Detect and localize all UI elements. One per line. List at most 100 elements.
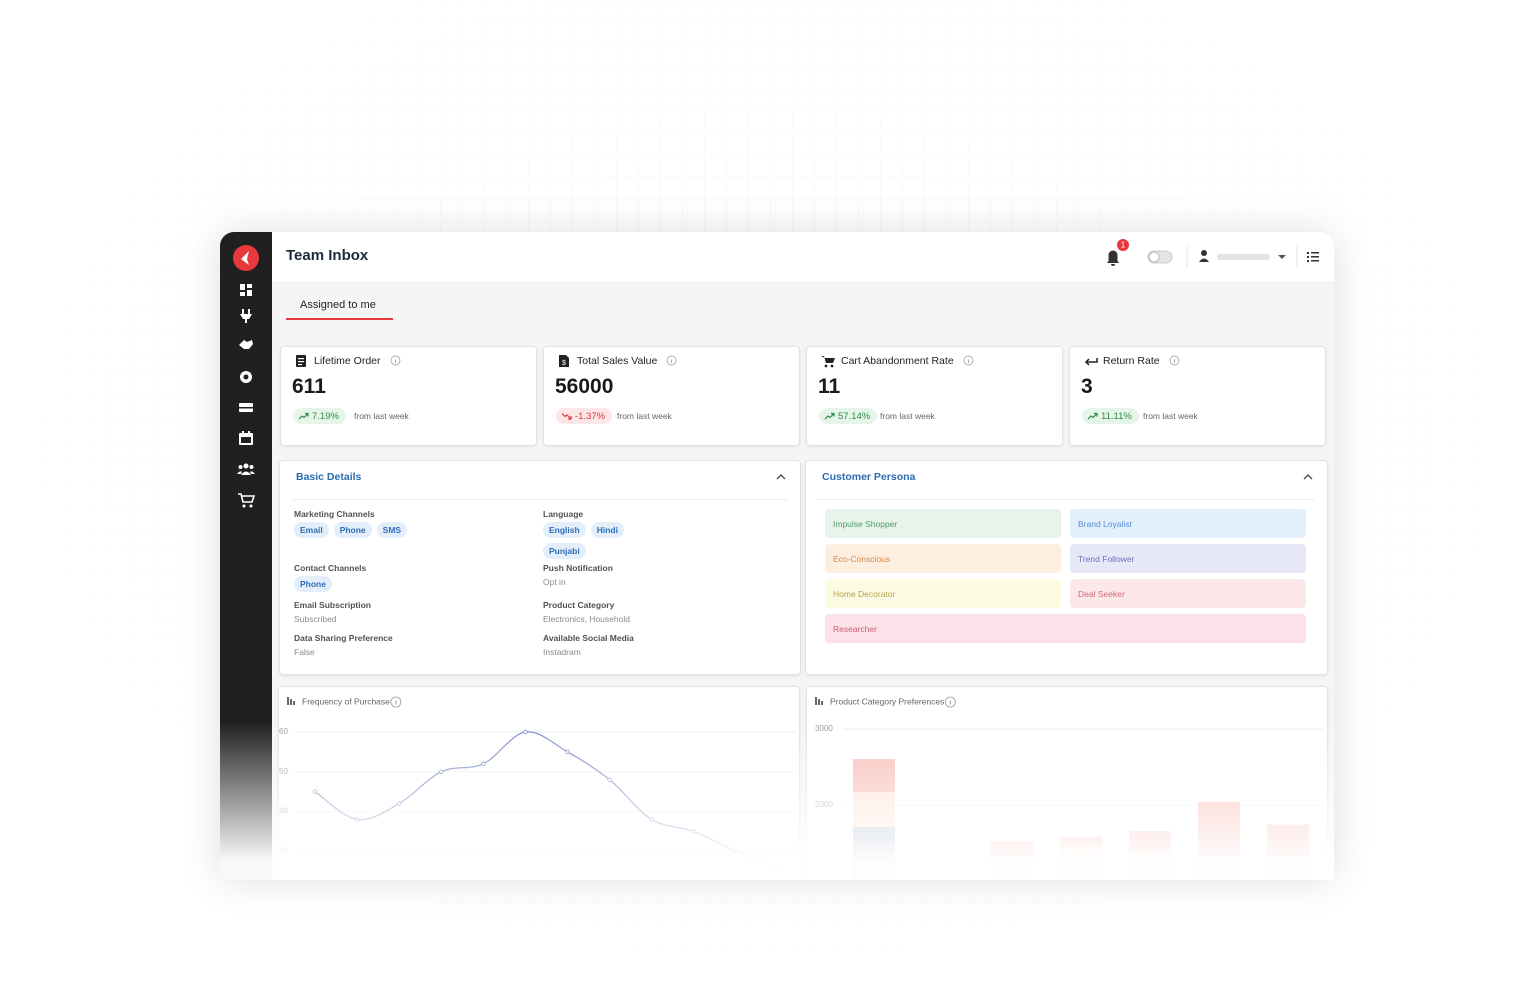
chart: Product Category Preferences 2000 3000 (815, 696, 1323, 880)
point (396, 801, 402, 806)
stat-label: Return Rate (1103, 355, 1160, 367)
chip: Phone (294, 576, 332, 592)
info-circle (666, 355, 677, 366)
line (314, 731, 779, 868)
field-label: Data Sharing Preference (294, 633, 393, 643)
info-mark (949, 700, 951, 705)
info-icon (666, 355, 677, 366)
bell-icon[interactable] (1107, 250, 1119, 267)
field-value: Subscribed (294, 614, 337, 624)
stat-icon (821, 356, 835, 368)
icon-bar (287, 697, 289, 705)
persona-tag: Impulse Shopper (825, 509, 1061, 538)
bar-segment (1060, 846, 1102, 880)
stat-value: 3 (1081, 375, 1093, 398)
point (439, 769, 444, 774)
stat-label: Cart Abandonment Rate (841, 355, 954, 367)
bar-segment (1129, 830, 1171, 854)
chart-title: Frequency of Purchase (302, 696, 390, 706)
info-mark (968, 359, 969, 363)
card-title: Customer Persona (822, 471, 916, 483)
user-name-placeholder[interactable] (1217, 254, 1270, 260)
persona-tag: Home Decorator (825, 579, 1061, 608)
bar-segment (853, 792, 895, 828)
info-icon (1169, 355, 1180, 366)
field-value: False (294, 647, 315, 657)
stat-change: -1.37% (556, 408, 613, 424)
y-tick-label: 50 (279, 767, 288, 776)
app-window: Team Inbox 1 Assigned to me Lifetime Ord… (220, 232, 1334, 880)
field: Data Sharing Preference False (294, 633, 543, 663)
customer-persona-card: Customer Persona Impulse Shopper Brand Lo… (805, 460, 1328, 675)
point (649, 817, 654, 822)
stat-icon (1084, 358, 1098, 366)
info-icon (944, 696, 956, 708)
collapse-icon[interactable] (776, 473, 786, 481)
persona-tag: Eco-Conscious (825, 544, 1061, 573)
icon-bar (821, 701, 823, 705)
info-icon (963, 355, 974, 366)
stat-icon: $ (559, 355, 569, 367)
stat-note: from last week (1143, 411, 1198, 421)
field-label: Available Social Media (543, 633, 634, 643)
info-mark (395, 359, 396, 363)
field: Email Subscription Subscribed (294, 600, 543, 633)
stat-icon (296, 355, 306, 367)
field: Contact Channels Phone (294, 563, 543, 600)
trend-icon (824, 412, 835, 420)
info-circle (390, 355, 401, 366)
field: Push Notification Opt in (543, 563, 783, 600)
sidebar (220, 232, 272, 880)
field-label: Email Subscription (294, 600, 371, 610)
notification-count: 1 (1121, 241, 1126, 250)
collapse-icon[interactable] (1303, 473, 1313, 481)
point (523, 729, 528, 735)
field: Product Category Electronics, Household (543, 600, 783, 633)
field-label: Language (543, 509, 584, 519)
y-tick-label: 2000 (815, 800, 833, 809)
chart-title: Product Category Preferences (830, 696, 944, 706)
bar-segment (853, 759, 895, 793)
point (565, 749, 570, 755)
point (733, 848, 739, 854)
field-label: Push Notification (543, 563, 613, 573)
trend-icon (1087, 412, 1098, 420)
stat-label: Total Sales Value (577, 355, 658, 367)
bar-segment (1060, 836, 1102, 847)
stat-change: 7.19% (293, 408, 346, 424)
field-value: Electronics, Household (543, 614, 630, 624)
chip: Email (294, 522, 329, 538)
point (312, 789, 318, 794)
page-title: Team Inbox (286, 247, 369, 264)
stat-card: Lifetime Order 611 7.19% from last week (280, 346, 537, 446)
chart-card: Frequency of Purchase 30 40 50 60 (278, 686, 800, 880)
persona-list: Impulse Shopper Brand Loyalist Eco-Conscio… (825, 509, 1306, 643)
info-mark (1174, 359, 1175, 363)
icon-bar (293, 701, 295, 705)
stat-change-text: -1.37% (575, 410, 606, 422)
header: Team Inbox 1 (272, 232, 1334, 283)
info-mark (671, 359, 672, 363)
sidebar-icons (233, 245, 259, 508)
chart-icon (287, 697, 295, 705)
card-title: Basic Details (296, 471, 362, 483)
tab[interactable]: Assigned to me (300, 299, 376, 311)
chip: English (543, 522, 586, 538)
stat-change-text: 7.19% (312, 410, 339, 422)
point (481, 761, 486, 767)
svg-text:$: $ (562, 360, 566, 367)
stat-value: 11 (818, 375, 841, 398)
point (691, 829, 697, 834)
info-circle (963, 355, 974, 366)
bar-segment (1267, 858, 1309, 880)
menu-icon[interactable] (1307, 252, 1319, 262)
y-tick-label: 60 (279, 727, 288, 736)
field-grid: Marketing Channels Email Phone SMS Language E… (294, 509, 783, 663)
stat-change-text: 11.11% (1101, 410, 1132, 422)
bar-segment (991, 841, 1033, 862)
bar-segment (991, 862, 1033, 878)
chip: SMS (376, 522, 408, 538)
persona-tag: Researcher (825, 614, 1306, 643)
stat-card: Cart Abandonment Rate 11 57.14% from las… (806, 346, 1063, 446)
